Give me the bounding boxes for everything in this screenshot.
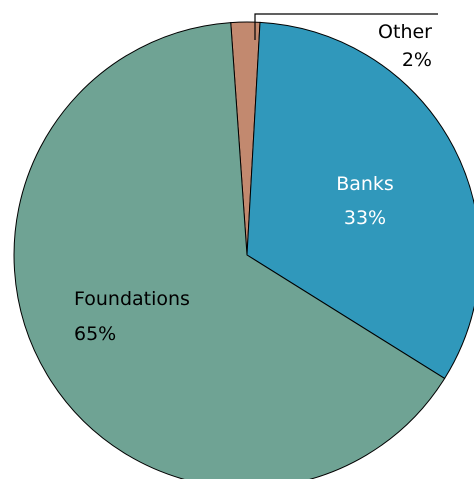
slice-label-foundations: Foundations [74,288,190,310]
slice-value-foundations: 65% [74,323,116,345]
pie-slices [13,21,474,479]
other-leader-line [254,13,438,40]
slice-value-banks: 33% [344,207,386,229]
slice-labels: Other 2% Banks 33% Foundations 65% [74,21,432,345]
pie-slice-foundations [13,22,446,479]
slice-label-other: Other [378,21,432,43]
pie-slice-banks [246,21,474,380]
leader-lines [254,13,438,40]
slice-label-banks: Banks [336,173,394,195]
slice-value-other: 2% [402,49,432,71]
